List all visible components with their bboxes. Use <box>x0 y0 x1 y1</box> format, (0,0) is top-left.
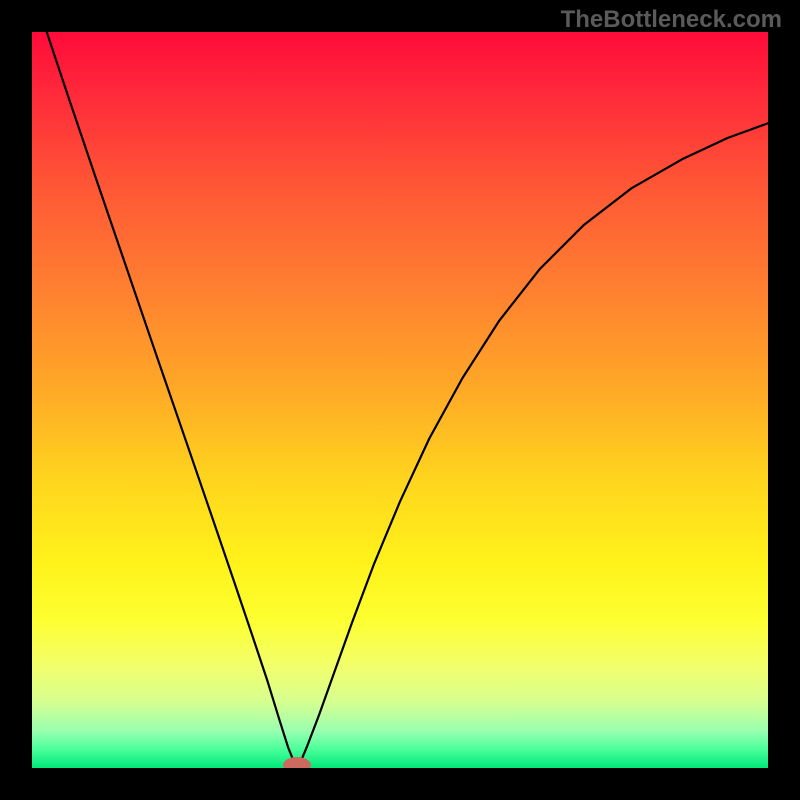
bottleneck-curve <box>32 32 768 768</box>
optimal-point-marker <box>283 757 311 768</box>
plot-area <box>32 32 768 768</box>
watermark-text: TheBottleneck.com <box>561 6 782 34</box>
